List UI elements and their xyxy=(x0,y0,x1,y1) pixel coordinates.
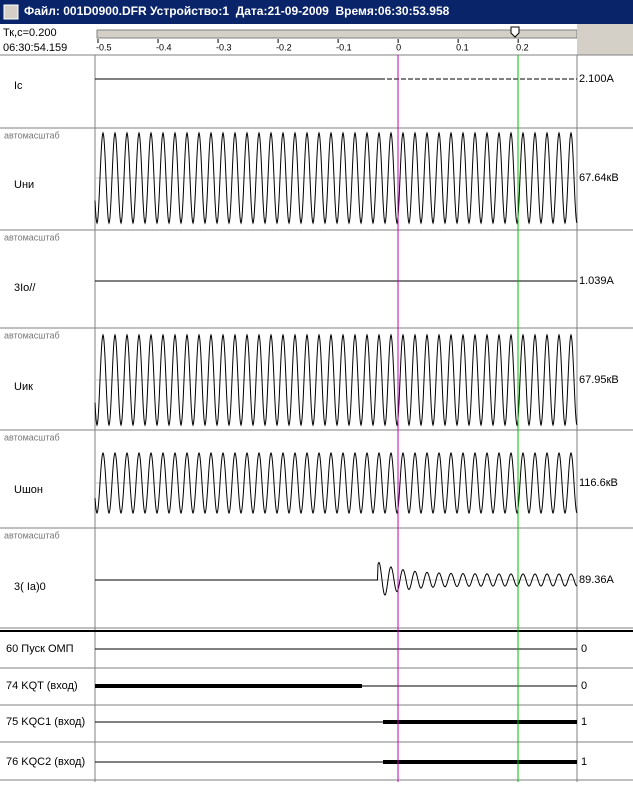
channel-name: Uшон xyxy=(14,484,43,496)
autoscale-label: автомасштаб xyxy=(4,432,60,442)
channel-name: 75 KQC1 (вход) xyxy=(6,716,85,728)
title-text: Файл: 001D0900.DFR Устройство:1 Дата:21-… xyxy=(24,4,450,18)
slider-track[interactable] xyxy=(96,29,578,39)
autoscale-label: автомасштаб xyxy=(4,530,60,540)
channel-value: 89.36A xyxy=(579,574,615,586)
channel-value: 1 xyxy=(581,756,587,768)
tick-label: -0.3 xyxy=(216,42,232,52)
channel-name: Ic xyxy=(14,80,23,92)
channel-name: Uни xyxy=(14,179,34,191)
cursor-time: Тк,с=0.200 xyxy=(3,27,57,39)
channel-name: 74 KQT (вход) xyxy=(6,680,78,692)
channel-value: 1 xyxy=(581,716,587,728)
channel-value: 67.95кВ xyxy=(579,374,619,386)
channel-name: Uик xyxy=(14,381,33,393)
header-corner xyxy=(577,24,633,55)
autoscale-label: автомасштаб xyxy=(4,130,60,140)
tick-label: -0.1 xyxy=(336,42,352,52)
channel-name: 60 Пуск ОМП xyxy=(6,643,74,655)
waveform xyxy=(94,451,578,515)
tick-label: 0.2 xyxy=(516,42,529,52)
tick-label: 0 xyxy=(396,42,401,52)
clock: 06:30:54.159 xyxy=(3,42,67,54)
channel-value: 116.6кВ xyxy=(579,477,618,489)
channel-value: 2.100A xyxy=(579,73,615,85)
channel-name: 3Io// xyxy=(14,282,36,294)
waveform xyxy=(94,333,578,427)
channel-name: 3( Ia)0 xyxy=(14,581,46,593)
channel-value: 1.039A xyxy=(579,275,615,287)
waveform xyxy=(94,131,578,225)
tick-label: 0.1 xyxy=(456,42,469,52)
title-bar xyxy=(0,0,633,24)
app-icon xyxy=(3,4,19,20)
channel-name: 76 KQC2 (вход) xyxy=(6,756,85,768)
channel-value: 0 xyxy=(581,680,587,692)
autoscale-label: автомасштаб xyxy=(4,232,60,242)
tick-label: -0.2 xyxy=(276,42,292,52)
tick-label: -0.4 xyxy=(156,42,172,52)
waveform xyxy=(95,561,578,596)
header xyxy=(0,24,633,55)
channel-value: 67.64кВ xyxy=(579,172,619,184)
tick-label: -0.5 xyxy=(96,42,112,52)
autoscale-label: автомасштаб xyxy=(4,330,60,340)
channel-value: 0 xyxy=(581,643,587,655)
slider-knob[interactable] xyxy=(510,26,520,38)
